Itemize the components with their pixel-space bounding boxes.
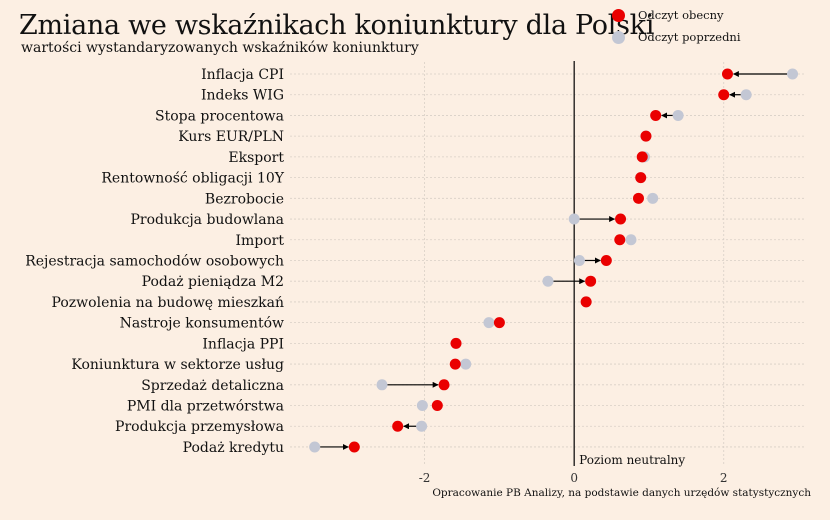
x-tick-label: 2 <box>720 471 728 485</box>
current-reading-point <box>450 337 462 349</box>
previous-reading-point <box>542 275 554 287</box>
legend-item-previous: Odczyt poprzedni <box>612 26 741 48</box>
category-label: Pozwolenia na budowę mieszkań <box>52 295 284 311</box>
current-reading-point <box>431 400 443 412</box>
legend-previous-label: Odczyt poprzedni <box>638 30 741 44</box>
current-reading-point <box>636 151 648 163</box>
x-axis: -2 0 2 <box>419 471 728 485</box>
category-label: Rentowność obligacji 10Y <box>101 171 284 187</box>
current-reading-point <box>635 172 647 184</box>
neutral-level-line: Poziom neutralny <box>573 61 685 467</box>
previous-reading-point <box>309 441 321 453</box>
legend: Odczyt obecny Odczyt poprzedni <box>612 4 741 48</box>
previous-reading-point <box>740 89 752 101</box>
source-note: Opracowanie PB Analizy, na podstawie dan… <box>432 487 811 499</box>
category-label: Inflacja PPI <box>202 336 284 352</box>
neutral-line-label: Poziom neutralny <box>579 453 685 467</box>
current-reading-point <box>585 275 597 287</box>
current-reading-point <box>493 317 505 329</box>
category-label: Podaż kredytu <box>183 440 284 456</box>
previous-reading-point <box>483 317 495 329</box>
category-label: Podaż pieniądza M2 <box>142 274 284 290</box>
legend-item-current: Odczyt obecny <box>612 4 741 26</box>
previous-reading-point <box>416 420 428 432</box>
category-label: Indeks WIG <box>201 88 284 104</box>
current-reading-point <box>600 254 612 266</box>
category-label: Sprzedaż detaliczna <box>141 378 284 394</box>
current-reading-point <box>580 296 592 308</box>
category-label: Import <box>235 233 284 249</box>
current-reading-point <box>615 213 627 225</box>
current-reading-point <box>449 358 461 370</box>
previous-reading-point <box>376 379 388 391</box>
previous-reading-point <box>625 234 637 246</box>
chart-title: Zmiana we wskaźnikach koniunktury dla Po… <box>19 10 655 41</box>
previous-reading-point <box>787 68 799 80</box>
previous-reading-point <box>416 400 428 412</box>
current-reading-point <box>640 130 652 142</box>
current-reading-point <box>721 68 733 80</box>
data-marks <box>309 68 799 453</box>
category-label: Produkcja przemysłowa <box>115 419 284 435</box>
current-reading-point <box>614 234 626 246</box>
previous-reading-point <box>672 109 684 121</box>
previous-reading-point <box>573 254 585 266</box>
current-reading-point <box>348 441 360 453</box>
category-label: Nastroje konsumentów <box>120 316 284 332</box>
category-label: Inflacja CPI <box>201 67 284 83</box>
previous-reading-point <box>568 213 580 225</box>
x-tick-label: -2 <box>419 471 431 485</box>
category-labels: Inflacja CPI Indeks WIG Stopa procentowa Ku… <box>25 67 285 456</box>
category-label: Kurs EUR/PLN <box>178 129 284 145</box>
legend-current-label: Odczyt obecny <box>638 8 724 22</box>
previous-reading-point <box>647 192 659 204</box>
previous-reading-point <box>460 358 472 370</box>
category-label: Stopa procentowa <box>155 108 284 124</box>
chart-subtitle: wartości wystandaryzowanych wskaźników k… <box>21 40 419 56</box>
current-reading-point <box>650 109 662 121</box>
x-tick-label: 0 <box>570 471 578 485</box>
gridlines <box>290 62 806 466</box>
current-reading-point <box>632 192 644 204</box>
category-label: Rejestracja samochodów osobowych <box>25 253 284 269</box>
category-label: Koniunktura w sektorze usług <box>71 357 284 373</box>
legend-previous-marker <box>612 30 625 44</box>
category-label: Eksport <box>228 150 284 166</box>
category-label: Bezrobocie <box>205 191 284 207</box>
category-label: Produkcja budowlana <box>130 212 284 228</box>
current-reading-point <box>392 420 404 432</box>
category-label: PMI dla przetwórstwa <box>127 399 284 415</box>
current-reading-point <box>718 89 730 101</box>
current-reading-point <box>438 379 450 391</box>
legend-current-marker <box>612 8 625 22</box>
